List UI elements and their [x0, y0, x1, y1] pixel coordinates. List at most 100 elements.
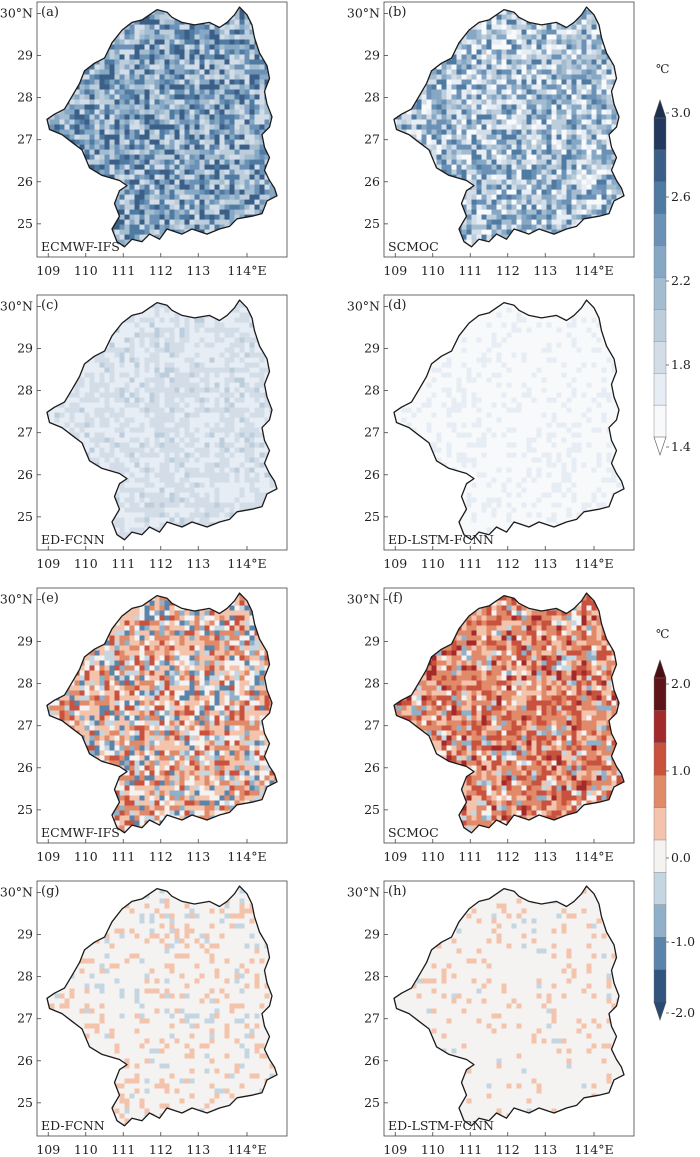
heatmap-cell: [49, 94, 55, 100]
heatmap-cell: [566, 119, 572, 125]
heatmap-cell: [209, 94, 215, 100]
heatmap-cell: [601, 154, 607, 160]
heatmap-cell: [254, 144, 260, 150]
heatmap-cell: [259, 64, 265, 70]
heatmap-cell: [606, 19, 612, 25]
heatmap-cell: [421, 89, 427, 95]
heatmap-cell: [616, 184, 622, 190]
heatmap-cell: [471, 44, 477, 50]
heatmap-cell: [134, 327, 140, 333]
heatmap-cell: [219, 174, 225, 180]
heatmap-cell: [94, 84, 100, 90]
heatmap-cell: [224, 44, 230, 50]
heatmap-cell: [566, 234, 572, 240]
heatmap-cell: [139, 204, 145, 210]
heatmap-cell: [109, 89, 115, 95]
heatmap-cell: [536, 134, 542, 140]
heatmap-cell: [49, 224, 55, 230]
heatmap-cell: [591, 189, 597, 195]
heatmap-cell: [114, 109, 120, 115]
heatmap-cell: [436, 24, 442, 30]
heatmap-cell: [516, 189, 522, 195]
heatmap-cell: [164, 124, 170, 130]
heatmap-cell: [421, 189, 427, 195]
heatmap-cell: [84, 199, 90, 205]
heatmap-cell: [134, 209, 140, 215]
heatmap-cell: [64, 144, 70, 150]
heatmap-cell: [69, 24, 75, 30]
heatmap-cell: [451, 164, 457, 170]
heatmap-cell: [229, 199, 235, 205]
heatmap-cell: [109, 307, 115, 313]
heatmap-cell: [79, 59, 85, 65]
heatmap-cell: [104, 159, 110, 165]
heatmap-cell: [169, 154, 175, 160]
heatmap-cell: [189, 89, 195, 95]
heatmap-cell: [179, 149, 185, 155]
heatmap-cell: [606, 229, 612, 235]
heatmap-cell: [461, 229, 467, 235]
heatmap-cell: [189, 179, 195, 185]
heatmap-cell: [476, 74, 482, 80]
heatmap-cell: [571, 69, 577, 75]
heatmap-cell: [47, 317, 50, 323]
heatmap-cell: [451, 129, 457, 135]
heatmap-cell: [149, 179, 155, 185]
heatmap-cell: [461, 59, 467, 65]
heatmap-cell: [204, 99, 210, 105]
heatmap-cell: [259, 34, 265, 40]
heatmap-cell: [59, 302, 65, 308]
heatmap-cell: [596, 84, 602, 90]
heatmap-cell: [64, 209, 70, 215]
heatmap-cell: [204, 109, 210, 115]
heatmap-cell: [456, 124, 462, 130]
heatmap-cell: [209, 89, 215, 95]
heatmap-cell: [561, 9, 567, 15]
heatmap-cell: [244, 327, 250, 333]
heatmap-cell: [411, 44, 417, 50]
heatmap-cell: [441, 84, 447, 90]
heatmap-cell: [274, 302, 277, 308]
heatmap-cell: [274, 219, 277, 225]
heatmap-cell: [124, 322, 130, 328]
heatmap-cell: [396, 209, 402, 215]
heatmap-cell: [616, 199, 622, 205]
heatmap-cell: [571, 169, 577, 175]
heatmap-cell: [551, 169, 557, 175]
heatmap-cell: [49, 312, 55, 318]
heatmap-cell: [84, 44, 90, 50]
heatmap-cell: [621, 14, 624, 20]
heatmap-cell: [506, 39, 512, 45]
heatmap-cell: [521, 94, 527, 100]
heatmap-cell: [104, 179, 110, 185]
heatmap-cell: [546, 79, 552, 85]
heatmap-cell: [446, 164, 452, 170]
heatmap-cell: [471, 149, 477, 155]
heatmap-cell: [466, 84, 472, 90]
heatmap-cell: [189, 209, 195, 215]
heatmap-cell: [269, 139, 275, 145]
heatmap-cell: [249, 234, 255, 240]
heatmap-cell: [486, 119, 492, 125]
heatmap-cell: [416, 124, 422, 130]
heatmap-cell: [606, 24, 612, 30]
heatmap-cell: [244, 234, 250, 240]
heatmap-cell: [47, 199, 50, 205]
heatmap-cell: [401, 209, 407, 215]
heatmap-cell: [204, 224, 210, 230]
heatmap-cell: [109, 69, 115, 75]
heatmap-cell: [521, 64, 527, 70]
heatmap-cell: [431, 114, 437, 120]
heatmap-cell: [129, 104, 135, 110]
heatmap-cell: [204, 69, 210, 75]
heatmap-cell: [84, 302, 90, 308]
heatmap-cell: [104, 109, 110, 115]
heatmap-cell: [269, 54, 275, 60]
heatmap-cell: [64, 134, 70, 140]
heatmap-cell: [506, 94, 512, 100]
heatmap-cell: [214, 322, 220, 328]
heatmap-cell: [129, 114, 135, 120]
heatmap-cell: [451, 234, 457, 240]
heatmap-cell: [89, 154, 95, 160]
heatmap-cell: [154, 39, 160, 45]
